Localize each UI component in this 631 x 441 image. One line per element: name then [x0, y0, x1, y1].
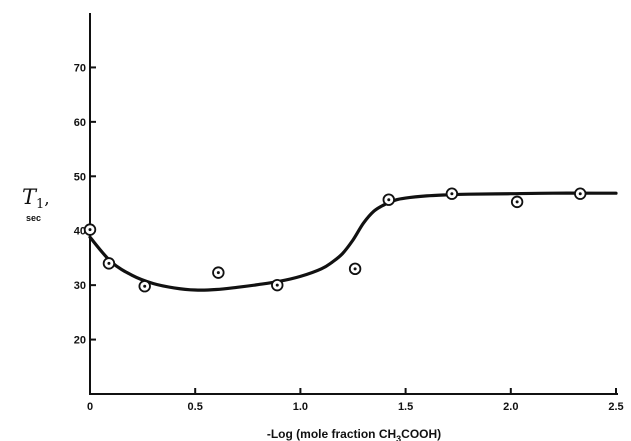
- fit-curve: [88, 191, 618, 292]
- data-point: [348, 262, 362, 276]
- y-label-subscript: 1: [36, 197, 44, 212]
- y-axis-label: T1, sec: [22, 185, 50, 223]
- data-point: [212, 266, 225, 279]
- data-point: [102, 257, 116, 270]
- data-point: [382, 193, 395, 206]
- svg-text:T1,: T1,: [22, 185, 50, 212]
- y-tick-label: 70: [74, 62, 86, 74]
- data-point: [138, 280, 151, 293]
- y-tick-label: 50: [74, 171, 86, 183]
- y-tick-label: 60: [74, 117, 86, 129]
- x-tick-label: 1.5: [398, 401, 413, 413]
- y-tick-label: 40: [74, 226, 86, 238]
- data-point: [83, 223, 97, 236]
- data-point: [271, 278, 284, 292]
- fit-curve-layer: [88, 191, 618, 292]
- y-label-comma: ,: [44, 189, 49, 209]
- y-tick-label: 30: [74, 280, 86, 292]
- y-label-symbol: T: [22, 185, 38, 209]
- x-tick-label: 2.5: [608, 401, 623, 413]
- x-tick-label: 0.5: [188, 401, 203, 413]
- data-point: [510, 195, 524, 209]
- x-tick-label: 1.0: [293, 401, 308, 413]
- x-ticks: 0 0.5 1.0 1.5 2.0 2.5: [87, 388, 624, 413]
- y-tick-label: 20: [74, 335, 86, 347]
- data-points: [83, 187, 587, 293]
- x-tick-label: 2.0: [503, 401, 518, 413]
- data-point: [574, 187, 587, 200]
- y-ticks: 20 30 40 50 60 70: [74, 62, 96, 347]
- x-tick-label: 0: [87, 401, 93, 413]
- y-label-unit: sec: [26, 213, 41, 223]
- data-point: [445, 187, 459, 200]
- x-axis-label: -Log (mole fraction CH3COOH): [267, 427, 441, 441]
